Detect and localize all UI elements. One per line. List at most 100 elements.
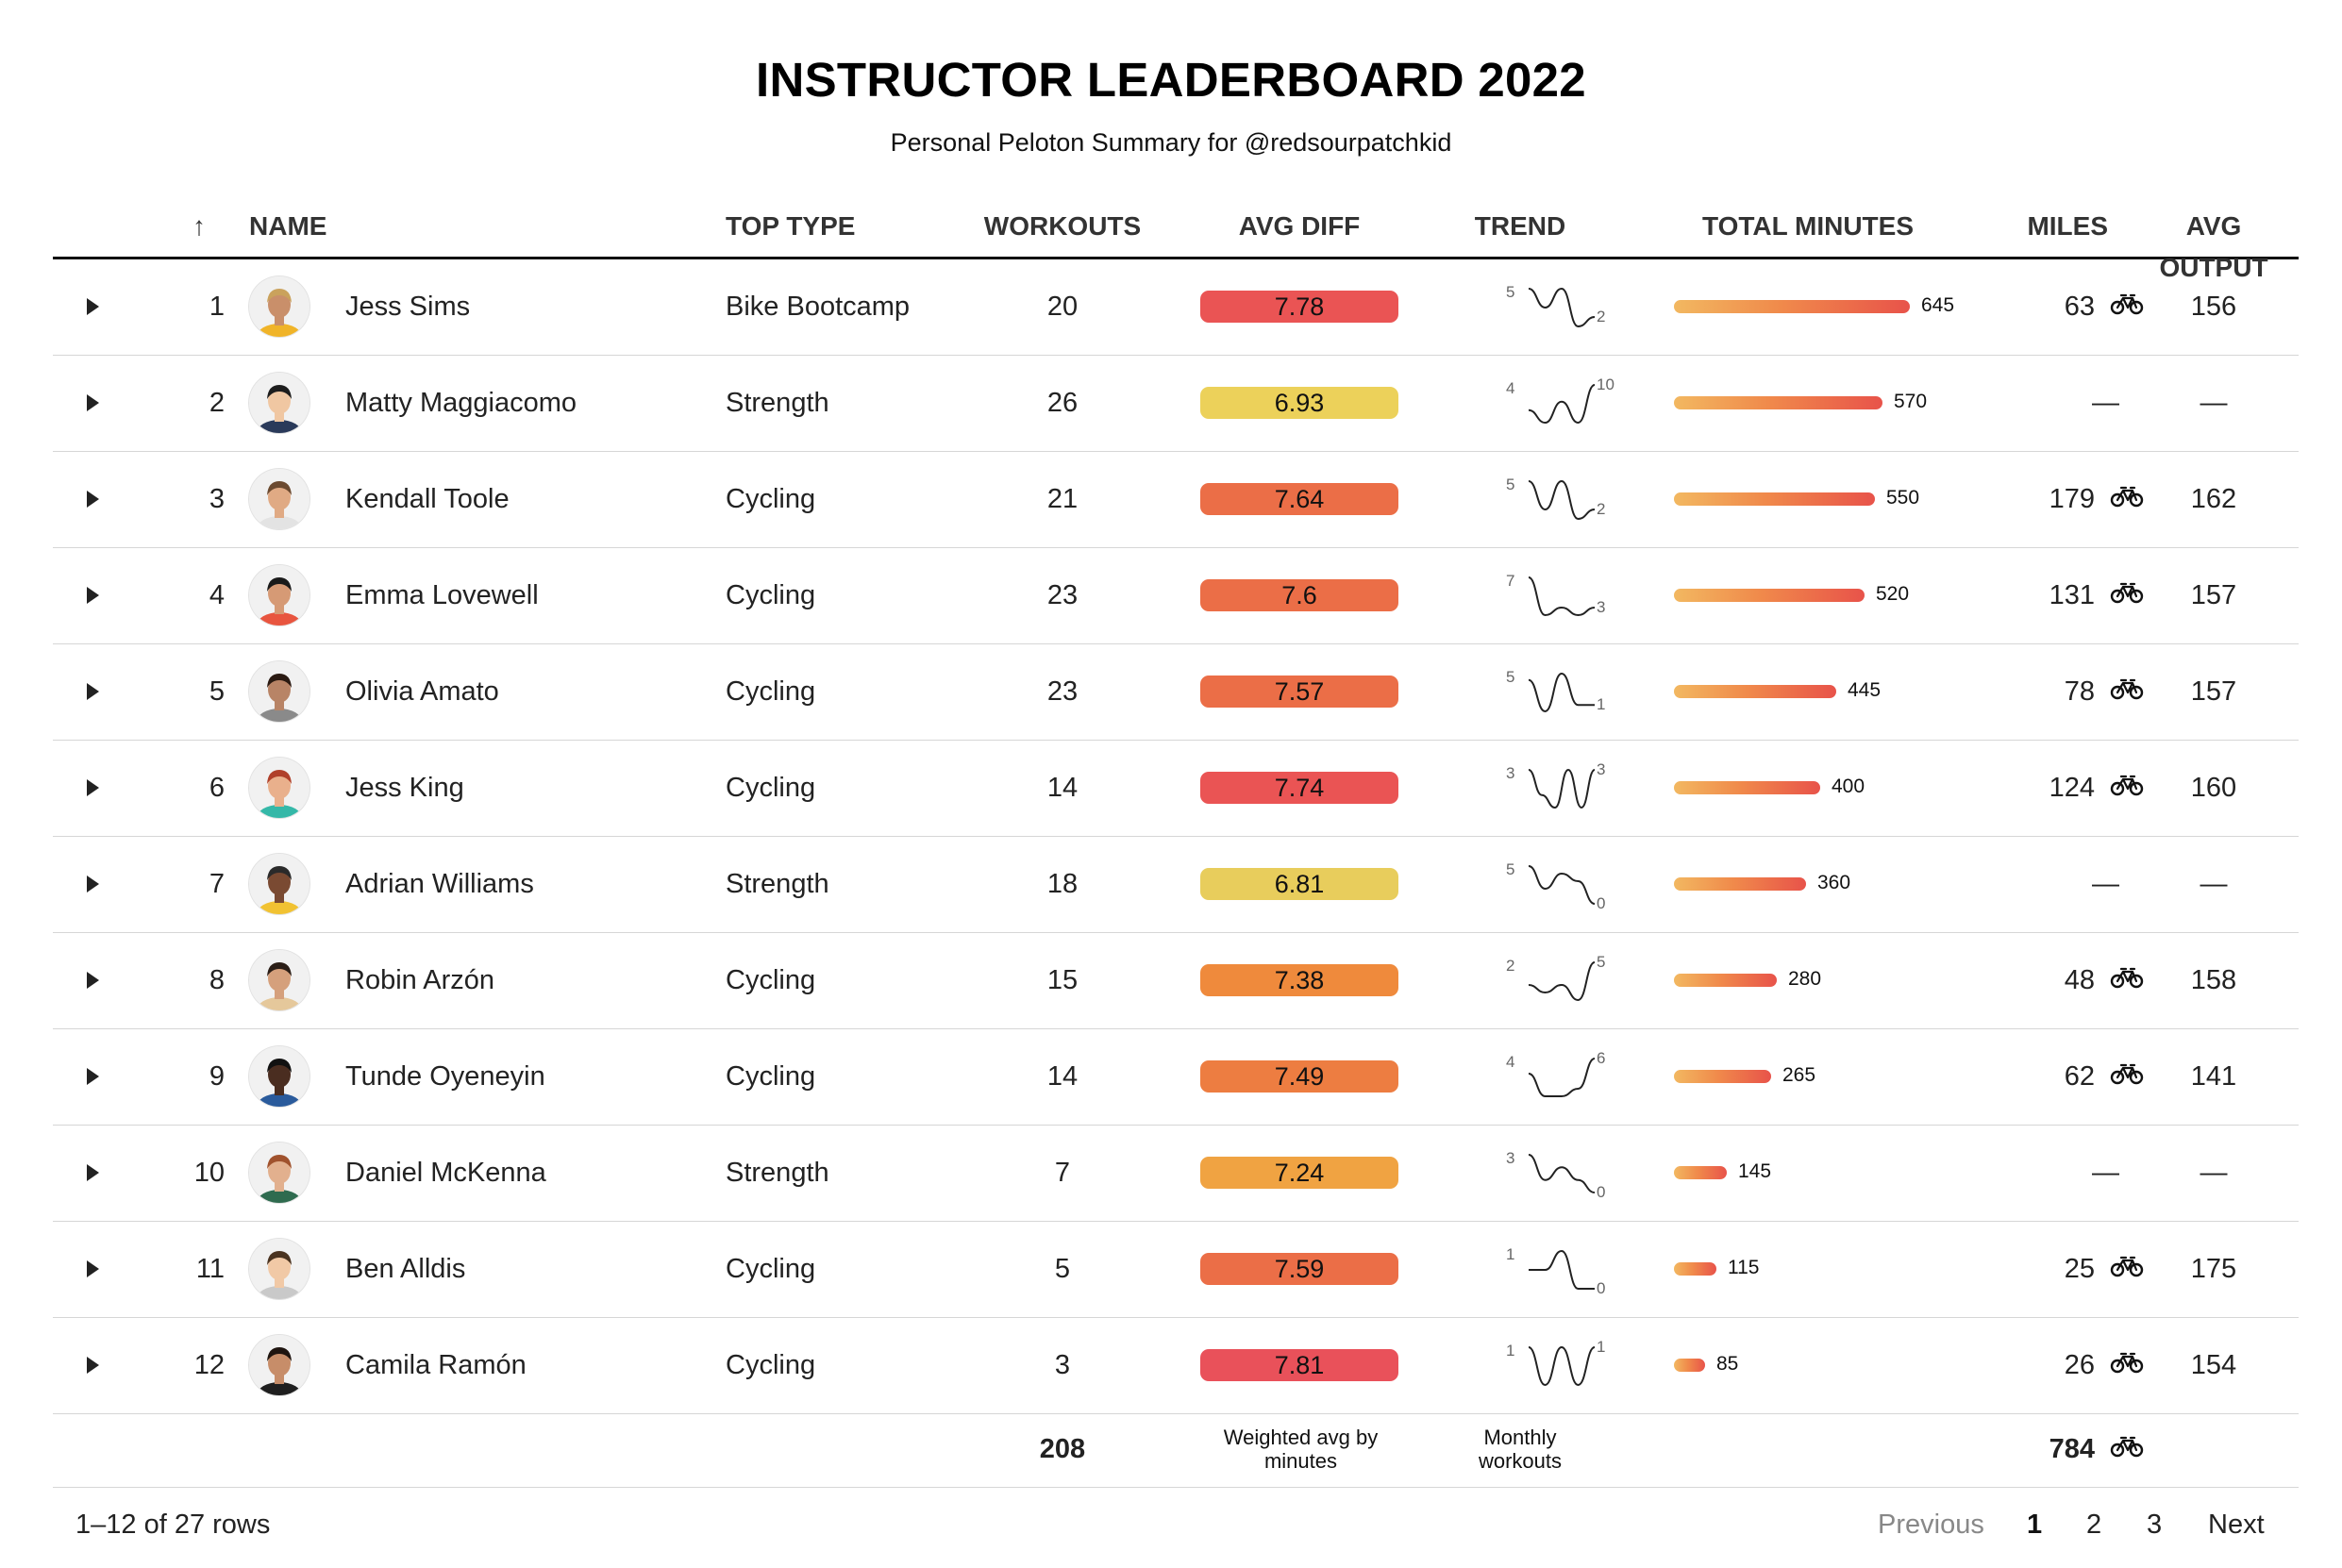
miles-cell: — [1949, 1125, 2144, 1221]
bicycle-icon [2110, 965, 2144, 996]
expand-row-icon[interactable] [87, 394, 99, 411]
trend-line [1528, 961, 1596, 1002]
table-row[interactable]: 4 Emma Lovewell Cycling 23 7.6 7 3 520 131 157 [53, 547, 2299, 644]
top-type: Strength [726, 387, 829, 418]
workouts-count: 3 [1054, 1349, 1071, 1380]
column-header-trend[interactable]: TREND [1474, 211, 1566, 241]
rank: 2 [209, 387, 225, 418]
top-type: Cycling [726, 964, 816, 995]
total-minutes-value: 360 [1817, 872, 1851, 893]
column-header-workouts[interactable]: WORKOUTS [983, 211, 1142, 241]
table-row[interactable]: 5 Olivia Amato Cycling 23 7.57 5 1 445 78 157 [53, 643, 2299, 741]
table-footer: 208 Weighted avg by minutes Monthly work… [53, 1411, 2299, 1488]
total-minutes-bar [1674, 685, 1836, 698]
total-minutes-value: 265 [1782, 1064, 1816, 1086]
column-header-name[interactable]: NAME [249, 211, 327, 241]
table-row[interactable]: 6 Jess King Cycling 14 7.74 3 3 400 124 160 [53, 740, 2299, 837]
avg-diff-pill: 7.64 [1200, 483, 1398, 515]
workouts-count: 7 [1054, 1157, 1071, 1188]
rank: 5 [209, 676, 225, 707]
page-1-button[interactable]: 1 [2027, 1510, 2043, 1540]
rank: 3 [209, 483, 225, 514]
instructor-name: Camila Ramón [345, 1349, 527, 1380]
trend-start-label: 5 [1506, 283, 1515, 301]
previous-button[interactable]: Previous [1878, 1510, 1984, 1540]
bicycle-icon [2110, 292, 2144, 323]
trend-end-label: 1 [1597, 1338, 1606, 1356]
miles-cell: 25 [1949, 1221, 2144, 1317]
trend-line [1528, 1154, 1596, 1193]
table-row[interactable]: 1 Jess Sims Bike Bootcamp 20 7.78 5 2 645 63 156 [53, 259, 2299, 356]
trend-footnote: Monthly workouts [1478, 1426, 1563, 1473]
top-type: Cycling [726, 483, 816, 514]
trend-start-label: 2 [1506, 957, 1515, 975]
expand-row-icon[interactable] [87, 1164, 99, 1181]
page-3-button[interactable]: 3 [2147, 1510, 2163, 1540]
avatar [249, 1143, 309, 1203]
expand-row-icon[interactable] [87, 1068, 99, 1085]
avg-output: 154 [2190, 1349, 2237, 1380]
avatar [249, 1046, 309, 1107]
table-row[interactable]: 9 Tunde Oyeneyin Cycling 14 7.49 4 6 265 62 141 [53, 1028, 2299, 1126]
miles-cell: 124 [1949, 740, 2144, 836]
table-row[interactable]: 10 Daniel McKenna Strength 7 7.24 3 0 145— — [53, 1125, 2299, 1222]
total-minutes-bar [1674, 1070, 1771, 1083]
column-header-top-type[interactable]: TOP TYPE [726, 211, 856, 241]
total-minutes-value: 645 [1921, 294, 1955, 316]
workouts-count: 26 [1046, 387, 1079, 418]
total-minutes-value: 400 [1832, 776, 1865, 797]
miles-value: 124 [2049, 772, 2095, 803]
column-header-total-minutes[interactable]: TOTAL MINUTES [1702, 211, 1914, 241]
expand-row-icon[interactable] [87, 491, 99, 508]
trend-start-label: 5 [1506, 668, 1515, 686]
expand-row-icon[interactable] [87, 779, 99, 796]
column-header-miles[interactable]: MILES [2027, 211, 2108, 241]
table-header: ↑ NAME TOP TYPE WORKOUTS AVG DIFF TREND … [53, 206, 2299, 282]
miles-value: 78 [2064, 676, 2095, 707]
instructor-name: Matty Maggiacomo [345, 387, 577, 418]
avatar [249, 1239, 309, 1299]
miles-value: 26 [2064, 1349, 2095, 1380]
table-row[interactable]: 8 Robin Arzón Cycling 15 7.38 2 5 280 48 158 [53, 932, 2299, 1029]
trend-line [1528, 384, 1596, 425]
total-minutes-bar [1674, 781, 1820, 794]
column-header-avg-output[interactable]: AVG OUTPUT [2159, 211, 2268, 282]
expand-row-icon[interactable] [87, 683, 99, 700]
miles-cell: 78 [1949, 643, 2144, 740]
trend-end-label: 3 [1597, 760, 1606, 778]
rank: 4 [209, 579, 225, 610]
table-row[interactable]: 2 Matty Maggiacomo Strength 26 6.93 4 10 570 — — [53, 355, 2299, 452]
rank: 1 [209, 291, 225, 322]
table-row[interactable]: 11 Ben Alldis Cycling 5 7.59 1 0 115 25 175 [53, 1221, 2299, 1318]
total-minutes-value: 115 [1728, 1257, 1760, 1278]
expand-row-icon[interactable] [87, 1260, 99, 1277]
total-minutes-value: 145 [1738, 1160, 1772, 1182]
sort-indicator-icon[interactable]: ↑ [192, 211, 206, 241]
table-row[interactable]: 7 Adrian Williams Strength 18 6.81 5 0 360— — [53, 836, 2299, 933]
expand-row-icon[interactable] [87, 876, 99, 892]
page-2-button[interactable]: 2 [2086, 1510, 2102, 1540]
workouts-total: 208 [1039, 1433, 1086, 1464]
total-minutes-bar [1674, 877, 1806, 891]
workouts-count: 21 [1046, 483, 1079, 514]
total-minutes-bar [1674, 1359, 1705, 1372]
rank: 9 [209, 1060, 225, 1092]
expand-row-icon[interactable] [87, 298, 99, 315]
table-row[interactable]: 12 Camila Ramón Cycling 3 7.81 1 1 85 26 154 [53, 1317, 2299, 1414]
workouts-count: 23 [1046, 676, 1079, 707]
trend-line [1528, 768, 1596, 809]
expand-row-icon[interactable] [87, 1357, 99, 1374]
total-minutes-bar [1674, 492, 1875, 506]
workouts-count: 20 [1046, 291, 1079, 322]
expand-row-icon[interactable] [87, 587, 99, 604]
expand-row-icon[interactable] [87, 972, 99, 989]
next-button[interactable]: Next [2208, 1510, 2265, 1540]
avg-diff-pill: 6.81 [1200, 868, 1398, 900]
table-row[interactable]: 3 Kendall Toole Cycling 21 7.64 5 2 550 179 162 [53, 451, 2299, 548]
column-header-avg-diff[interactable]: AVG DIFF [1238, 211, 1361, 241]
miles-value: 63 [2064, 291, 2095, 322]
